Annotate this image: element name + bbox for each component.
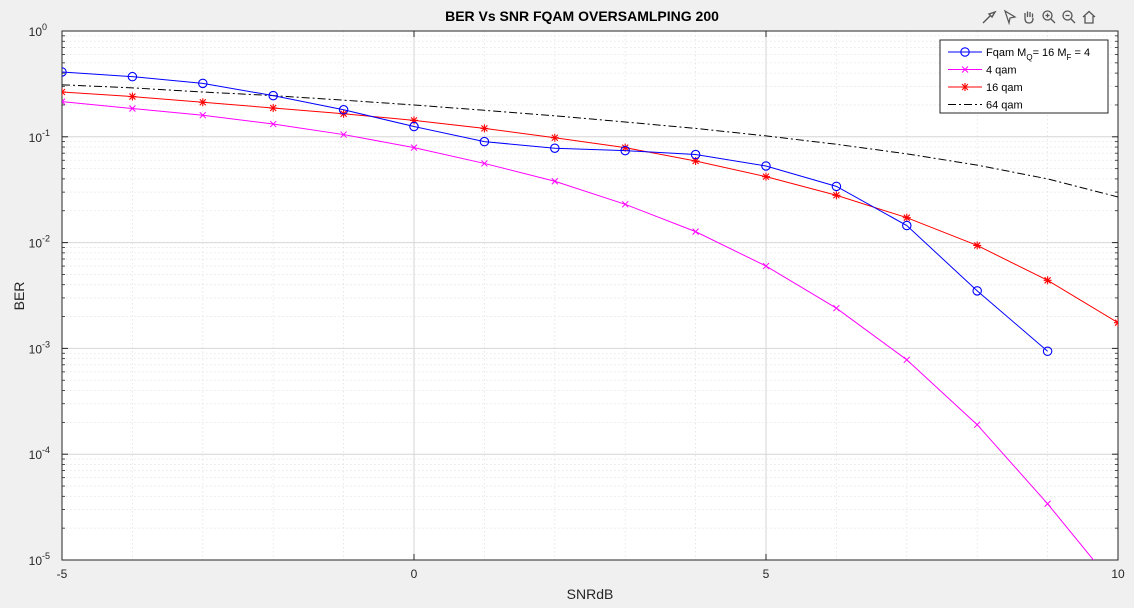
- y-tick-label: 10: [29, 237, 43, 251]
- data-point: [199, 111, 207, 119]
- data-point: [128, 92, 137, 101]
- series-layer: [62, 67, 1121, 593]
- data-point: [340, 131, 347, 138]
- minor-grid: [62, 31, 1118, 560]
- legend-label: 16 qam: [986, 82, 1023, 94]
- y-tick-exponent: -5: [42, 551, 50, 561]
- data-point: [129, 105, 136, 112]
- data-point: [62, 67, 67, 77]
- y-tick-exponent: -1: [42, 128, 50, 138]
- plot-frame: [61, 30, 1119, 561]
- data-point: [62, 98, 66, 105]
- pan-hand-icon[interactable]: [1020, 8, 1038, 26]
- data-point: [198, 98, 207, 107]
- data-point: [832, 191, 841, 200]
- data-point: [1043, 276, 1052, 285]
- data-point: [269, 104, 278, 113]
- data-point: [409, 121, 419, 132]
- legend-label: 64 qam: [986, 100, 1023, 112]
- legend-entry: Fqam MQ= 16 MF = 4: [948, 47, 1090, 62]
- data-point: [1114, 318, 1118, 327]
- data-point: [551, 177, 559, 185]
- chart-title: BER Vs SNR FQAM OVERSAMLPING 200: [445, 8, 719, 24]
- data-point: [481, 160, 488, 167]
- data-point: [479, 136, 490, 147]
- data-point: [762, 262, 770, 270]
- data-point: [972, 286, 982, 296]
- brush-icon[interactable]: [980, 8, 998, 26]
- zoom-out-icon[interactable]: [1060, 8, 1078, 26]
- series-4-qam: [62, 98, 1121, 593]
- data-point: [127, 71, 138, 82]
- y-tick-exponent: -3: [42, 339, 50, 349]
- data-point: [973, 421, 981, 429]
- data-point: [1042, 346, 1053, 356]
- y-tick-exponent: -2: [42, 234, 50, 244]
- data-point: [761, 161, 771, 171]
- legend-label: 4 qam: [986, 65, 1017, 77]
- data-point: [550, 133, 559, 142]
- y-tick-exponent: -4: [42, 445, 50, 455]
- data-point: [338, 105, 349, 115]
- data-point: [1044, 500, 1051, 508]
- data-point: [621, 200, 629, 208]
- data-point: [973, 241, 982, 250]
- series-line: [62, 91, 1118, 324]
- legend-entry: 16 qam: [948, 82, 1023, 94]
- y-tick-label: 10: [29, 554, 43, 568]
- data-point: [690, 149, 701, 160]
- y-tick-exponent: 0: [42, 22, 47, 32]
- data-point: [620, 145, 630, 156]
- data-point: [902, 220, 912, 231]
- data-point: [902, 213, 911, 222]
- series-line: [62, 84, 1118, 198]
- legend-label: Fqam MQ= 16 MF = 4: [986, 47, 1090, 62]
- data-cursor-icon[interactable]: [1000, 8, 1018, 26]
- home-icon[interactable]: [1080, 8, 1098, 26]
- data-point: [903, 356, 911, 364]
- x-tick-label: 10: [1111, 567, 1125, 581]
- data-point: [269, 120, 277, 128]
- data-point: [550, 143, 560, 153]
- data-point: [198, 78, 208, 89]
- legend-entry: 4 qam: [948, 65, 1017, 77]
- legend: Fqam MQ= 16 MF = 4 4 qam 16 qam 64 qam: [939, 39, 1109, 114]
- y-axis-label: BER: [11, 282, 27, 311]
- data-point: [762, 172, 770, 181]
- x-tick-labels: -5 0 5 10: [57, 567, 1125, 581]
- legend-marker: [961, 66, 969, 73]
- series-line: [62, 101, 1095, 560]
- y-tick-label: 10: [29, 448, 43, 462]
- x-axis-label: SNRdB: [567, 586, 614, 602]
- x-tick-label: 0: [411, 567, 418, 581]
- y-tick-label: 10: [29, 25, 43, 39]
- x-tick-label: -5: [57, 567, 68, 581]
- zoom-in-icon[interactable]: [1040, 8, 1058, 26]
- legend-marker: [960, 47, 970, 57]
- x-tick-label: 5: [763, 567, 770, 581]
- data-point: [831, 181, 842, 192]
- figure-toolbar: [980, 8, 1098, 28]
- data-point: [1115, 587, 1121, 593]
- series-64-qam: [62, 84, 1118, 198]
- data-point: [833, 304, 840, 312]
- data-point: [480, 124, 489, 133]
- y-tick-label: 10: [29, 131, 43, 145]
- data-point: [268, 90, 278, 101]
- tick-marks: [61, 30, 1119, 561]
- data-point: [62, 88, 66, 97]
- series-fqam-m-q-16-m-f-4: [62, 67, 1053, 356]
- data-point: [410, 144, 418, 151]
- y-tick-label: 10: [29, 342, 43, 356]
- legend-marker: [961, 83, 969, 91]
- legend-entry: 64 qam: [948, 100, 1023, 112]
- series-16-qam: [62, 88, 1118, 327]
- data-point: [692, 228, 699, 235]
- series-line: [62, 71, 1048, 352]
